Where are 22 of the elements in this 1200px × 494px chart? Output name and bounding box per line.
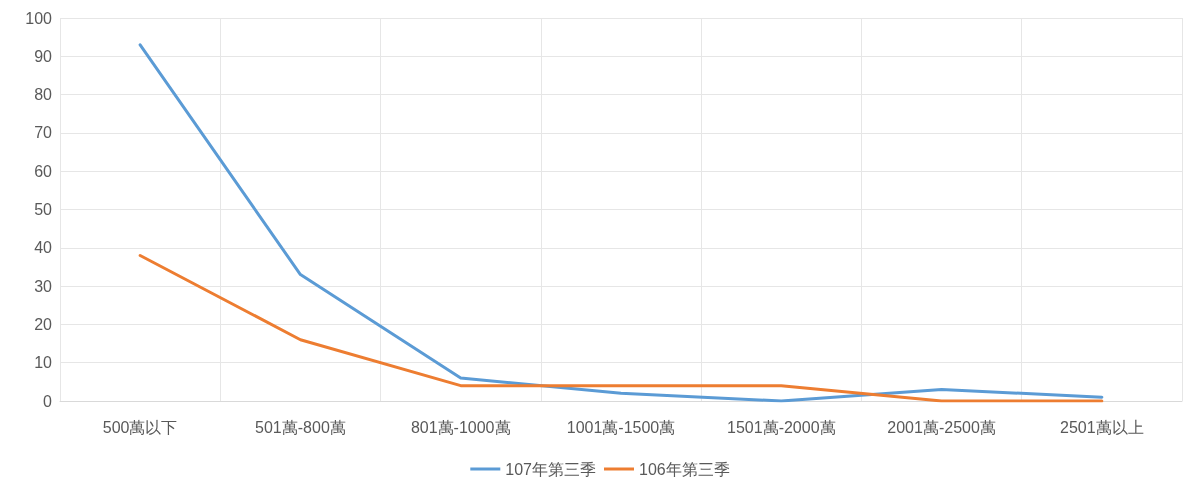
x-tick-label: 501萬-800萬 — [255, 418, 346, 436]
y-tick-label: 70 — [34, 124, 53, 142]
y-tick-label: 90 — [34, 47, 53, 65]
legend-label: 107年第三季 — [505, 460, 597, 478]
legend-label: 106年第三季 — [639, 460, 730, 478]
y-tick-label: 0 — [43, 392, 53, 410]
y-tick-label: 60 — [34, 162, 53, 180]
line-series — [138, 253, 1104, 403]
x-tick-label: 801萬-1000萬 — [410, 418, 511, 436]
y-tick-label: 10 — [34, 354, 53, 372]
y-tick-label: 40 — [34, 239, 53, 257]
line-series — [138, 43, 1104, 403]
x-tick-label: 500萬以下 — [102, 418, 178, 436]
y-tick-label: 50 — [34, 201, 53, 218]
x-tick-label: 1501萬-2000萬 — [727, 418, 836, 436]
y-tick-label: 30 — [34, 277, 53, 295]
y-tick-label: 100 — [25, 9, 53, 27]
x-tick-label: 2501萬以上 — [1060, 418, 1144, 436]
x-tick-label: 1001萬-1500萬 — [566, 418, 676, 436]
x-tick-label: 2001萬-2500萬 — [887, 418, 996, 436]
y-tick-label: 20 — [34, 315, 53, 333]
y-tick-label: 80 — [34, 86, 53, 104]
